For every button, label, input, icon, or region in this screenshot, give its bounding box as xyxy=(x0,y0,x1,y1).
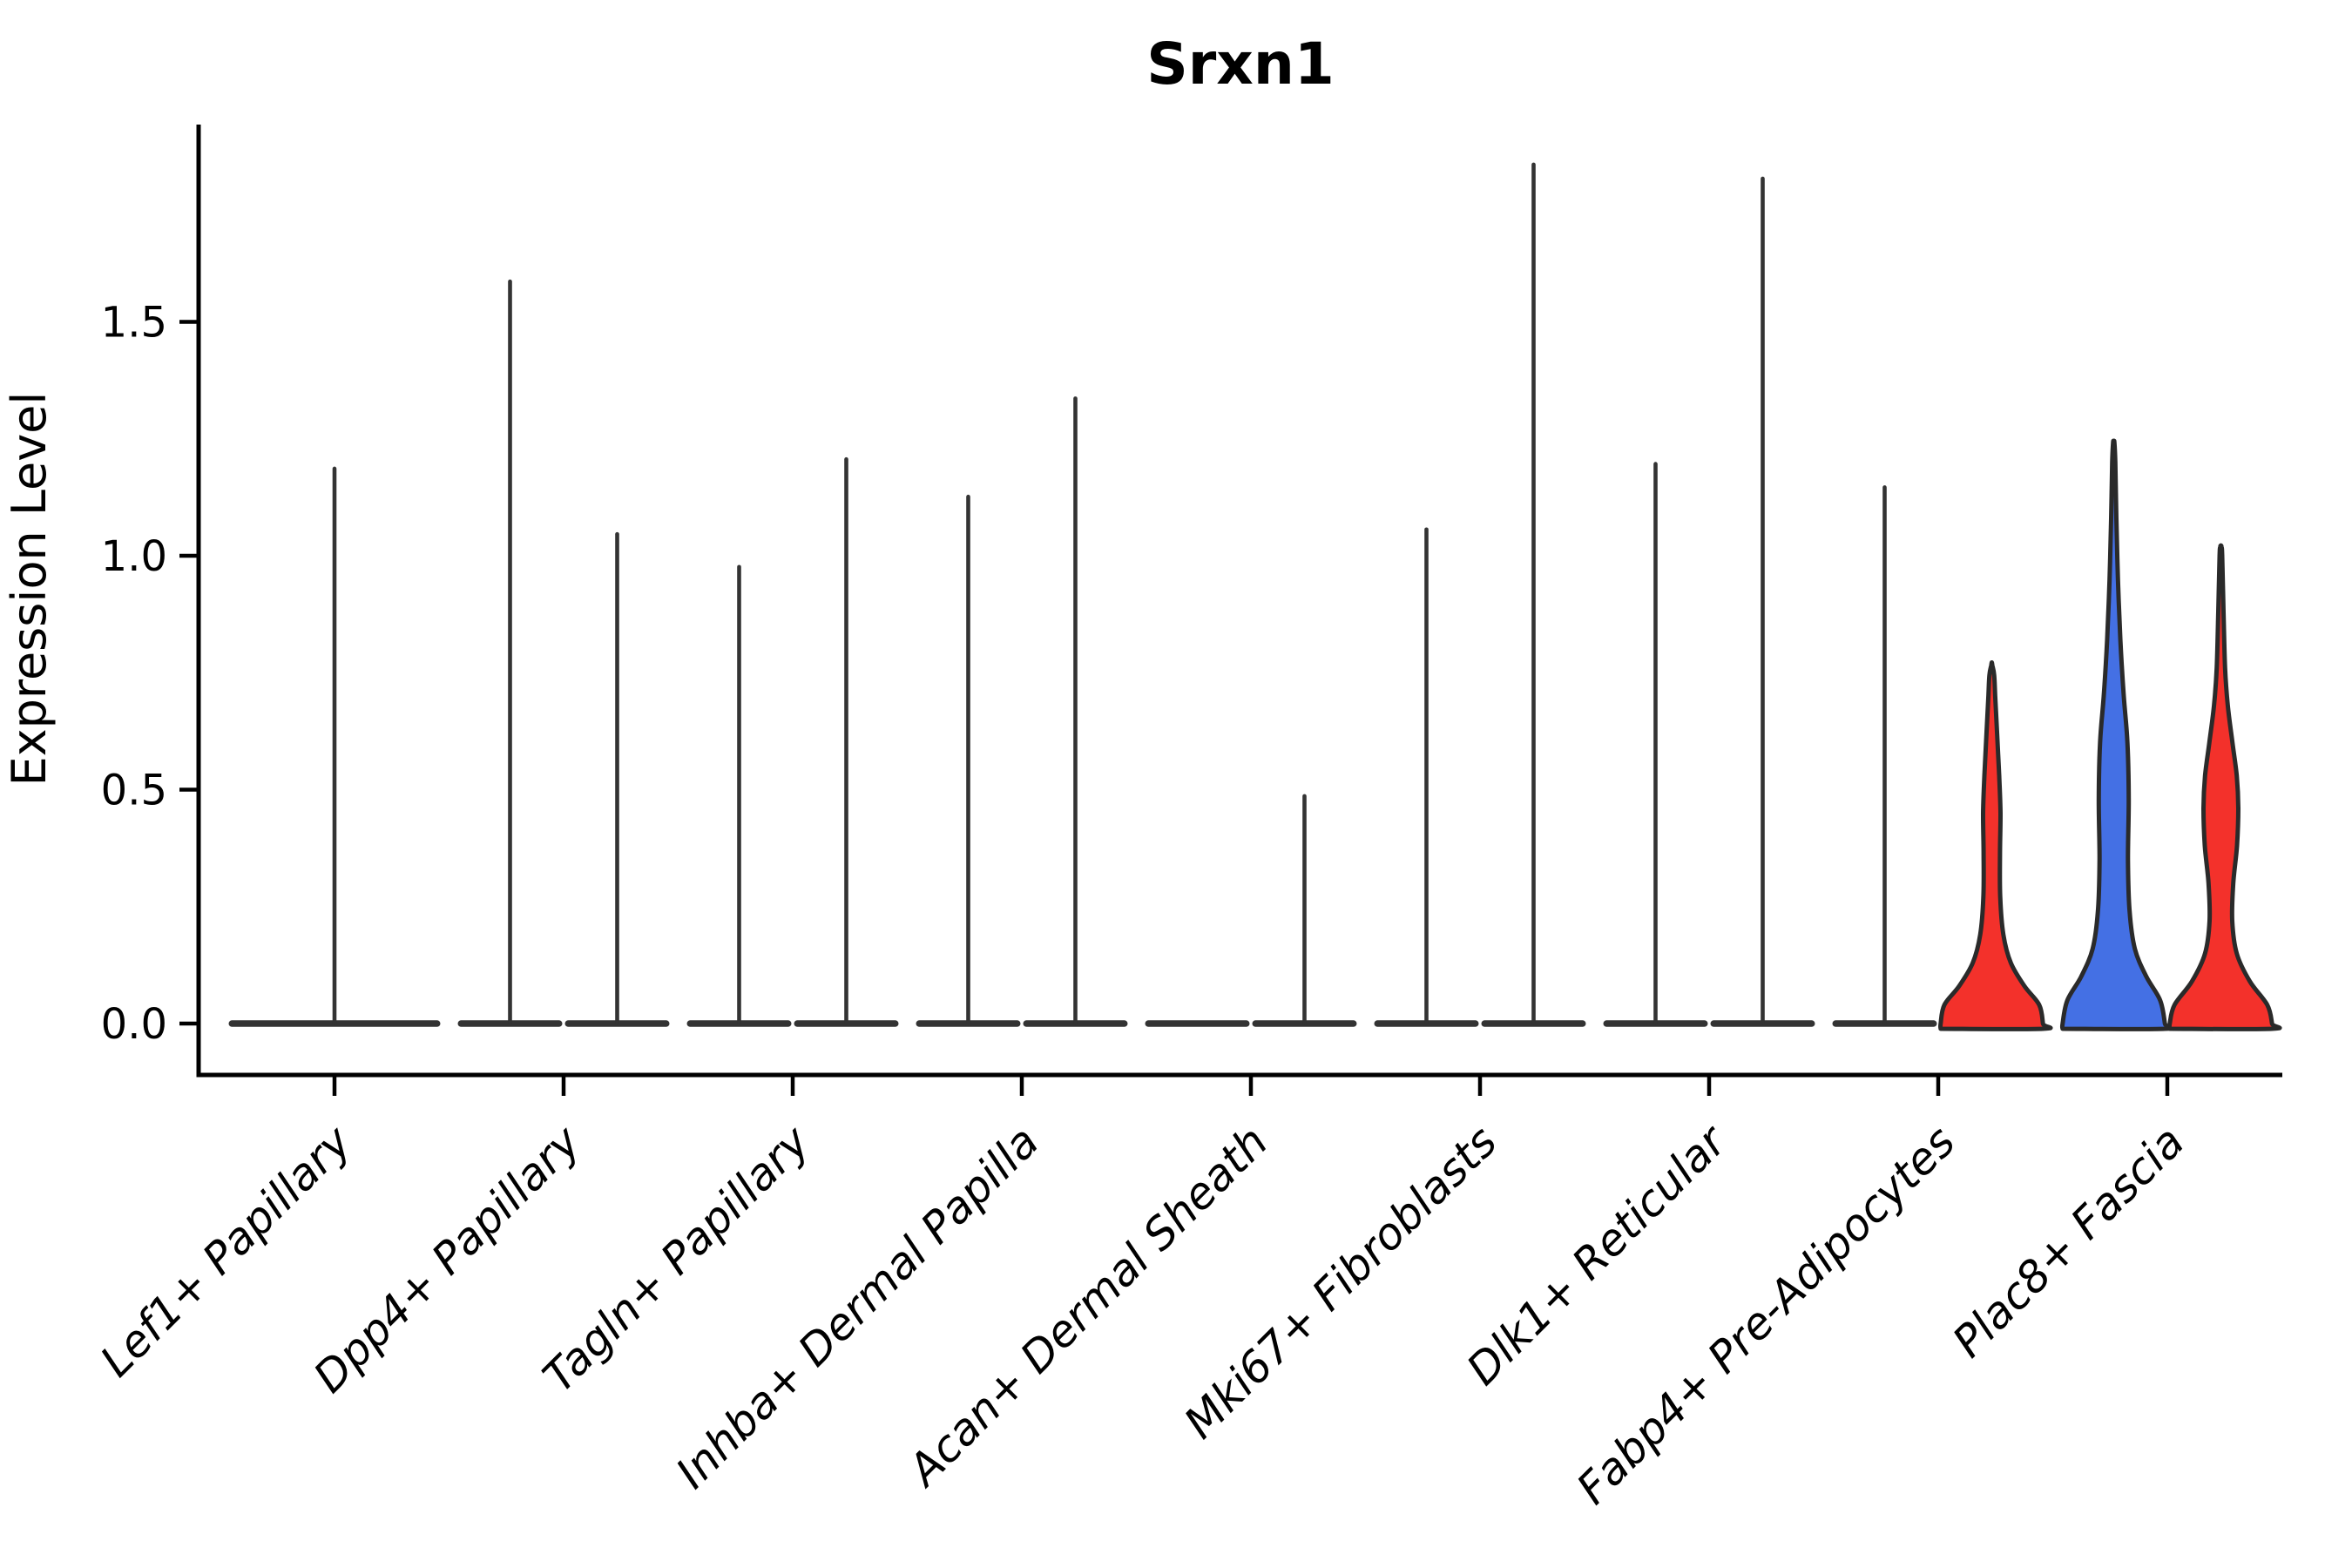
y-tick-label: 0.5 xyxy=(101,767,167,815)
violin-plac8-fascia-left xyxy=(2059,438,2175,1031)
y-axis-label: Expression Level xyxy=(2,392,57,787)
violin-acan-dermal-sheath-left-base xyxy=(1145,1020,1250,1027)
violin-fabp4-pre-adipocytes-right xyxy=(1937,660,2053,1031)
chart-title: Srxn1 xyxy=(1146,30,1335,98)
violin-plac8-fascia-right xyxy=(2166,543,2282,1031)
y-tick-label: 1.5 xyxy=(101,299,167,348)
y-tick-label: 0.0 xyxy=(101,1000,167,1049)
y-tick-label: 1.0 xyxy=(101,532,167,581)
